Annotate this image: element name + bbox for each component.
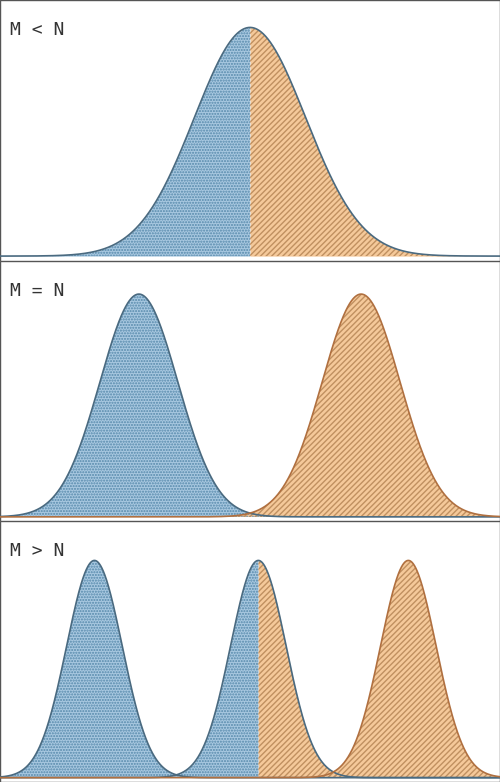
Bar: [0, 522, 500, 782]
Bar: [0, 260, 500, 522]
Text: M = N: M = N: [10, 282, 64, 300]
Text: M < N: M < N: [10, 21, 64, 39]
Text: M > N: M > N: [10, 542, 64, 560]
Bar: [0, 0, 500, 260]
